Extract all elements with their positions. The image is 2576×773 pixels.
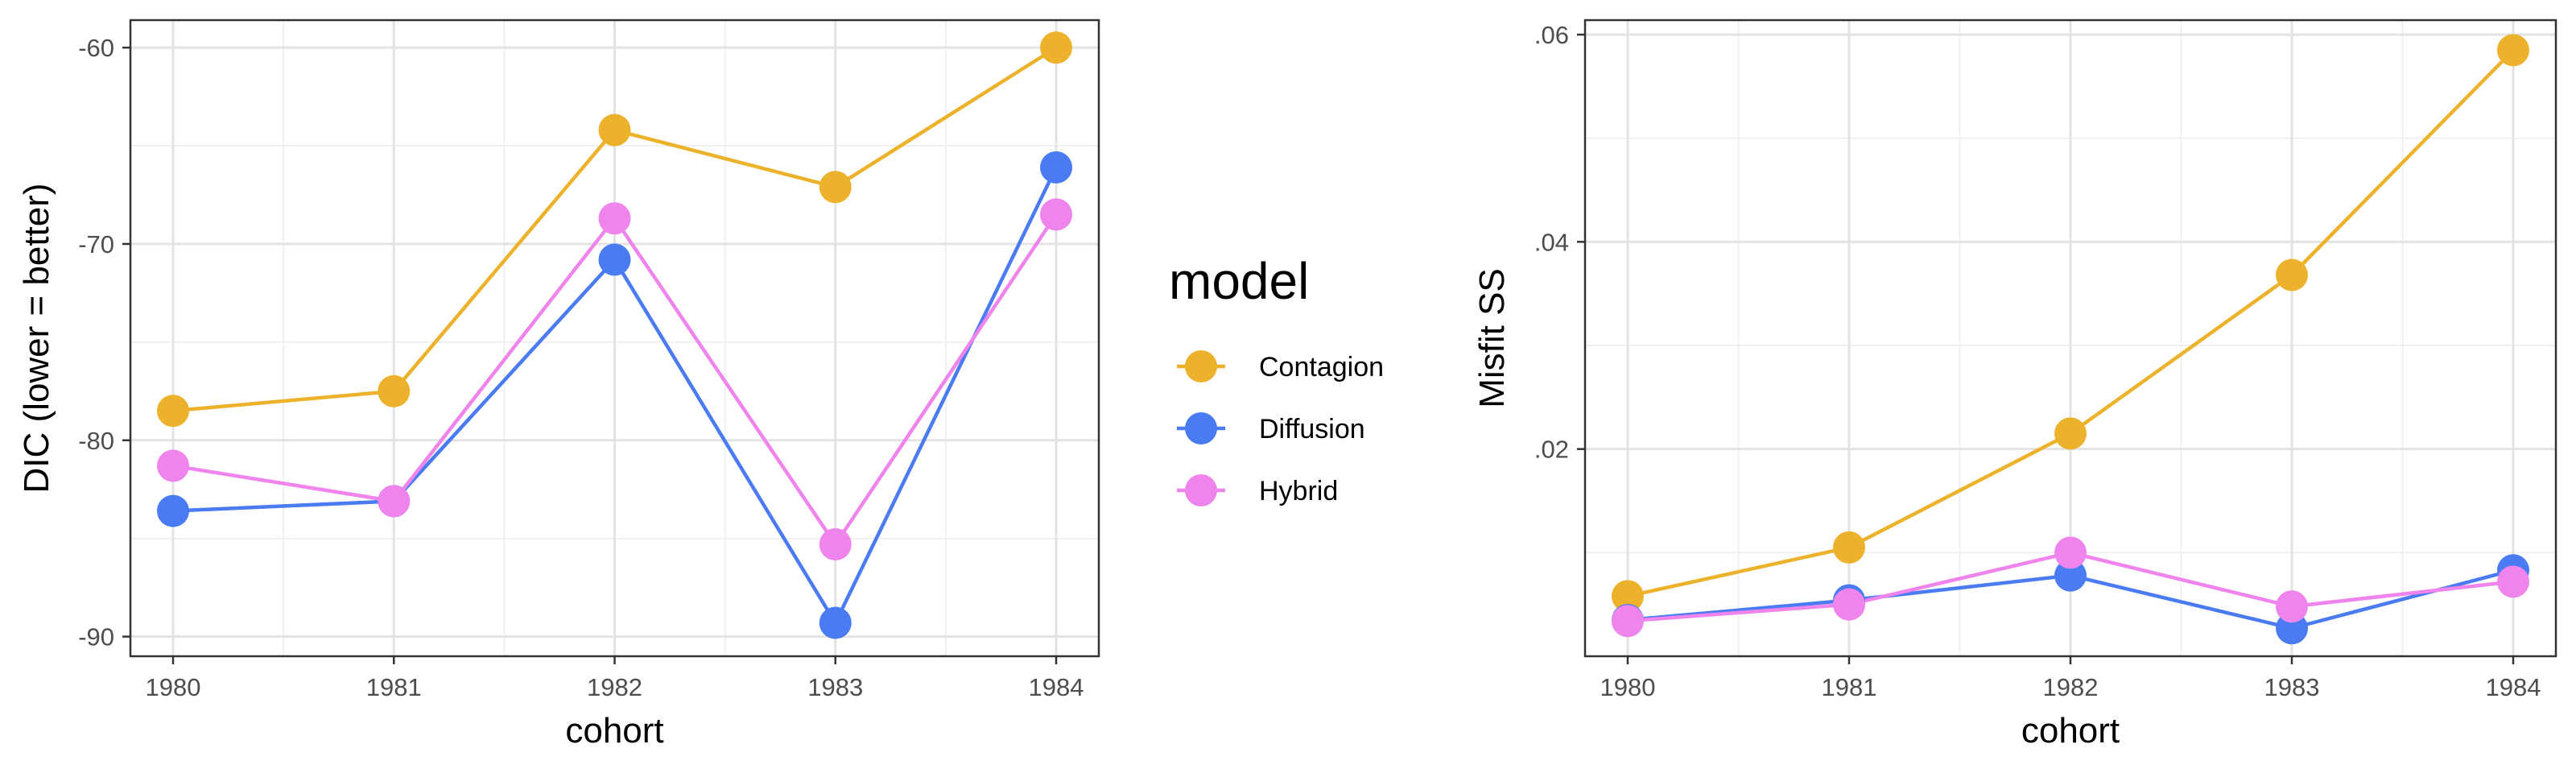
data-point-diffusion [598,243,631,276]
data-point-hybrid [157,449,189,482]
data-point-contagion [1040,31,1072,64]
y-tick-label: -90 [78,623,114,651]
y-tick-label: -70 [78,230,114,258]
y-tick-label: .02 [1534,436,1569,464]
y-tick-label: .06 [1534,21,1569,49]
x-axis-title: cohort [2021,711,2120,750]
data-point-diffusion [1040,151,1072,184]
data-point-hybrid [598,202,631,235]
legend-label: Diffusion [1259,414,1365,444]
data-point-contagion [1612,580,1644,613]
data-point-contagion [157,395,189,428]
data-point-contagion [1833,531,1865,564]
x-tick-label: 1983 [2264,673,2320,701]
x-tick-label: 1981 [366,673,422,701]
y-axis-title: Misfit SS [1472,268,1512,408]
data-point-diffusion [157,494,189,527]
x-tick-label: 1981 [1822,673,1877,701]
data-point-contagion [2054,417,2087,450]
legend: model Contagion Diffusion Hybrid [1169,252,1384,506]
data-point-contagion [598,114,631,147]
x-axis-title: cohort [565,711,663,750]
data-point-contagion [819,171,852,204]
data-point-hybrid [2276,590,2308,623]
legend-label: Hybrid [1259,476,1338,506]
y-tick-label: .04 [1534,228,1569,256]
x-tick-label: 1982 [587,673,642,701]
legend-key-point [1185,350,1217,382]
grid [130,20,1099,656]
data-point-hybrid [819,528,852,561]
data-point-diffusion [819,606,852,639]
legend-item-diffusion: Diffusion [1177,412,1365,444]
legend-key-point [1185,412,1217,444]
x-tick-label: 1983 [807,673,863,701]
x-tick-label: 1980 [1600,673,1656,701]
data-point-hybrid [2497,565,2529,598]
legend-key-point [1185,474,1217,506]
data-point-contagion [2497,34,2529,67]
x-tick-label: 1982 [2043,673,2099,701]
y-tick-label: -60 [78,34,114,62]
legend-title: model [1169,252,1309,310]
series [157,31,1072,639]
data-point-hybrid [378,485,411,518]
legend-entries: Contagion Diffusion Hybrid [1177,350,1384,506]
y-axis-title: DIC (lower = better) [17,183,56,493]
legend-label: Contagion [1259,352,1384,382]
x-tick-label: 1984 [1029,673,1084,701]
data-point-hybrid [1612,605,1644,638]
data-point-hybrid [1833,588,1865,621]
data-point-hybrid [2054,536,2087,569]
y-tick-label: -80 [78,427,114,455]
data-point-contagion [2276,258,2308,291]
series [1612,34,2529,645]
data-point-hybrid [1040,198,1072,231]
x-tick-label: 1980 [146,673,201,701]
dic-chart: 1980 1981 1982 1983 1984 -90 -80 -70 -60 cohort DI… [17,19,1100,750]
misfit-chart: 1980 1981 1982 1983 1984 .02 .04 .06 cohort Misfi… [1472,19,2557,750]
legend-item-hybrid: Hybrid [1177,474,1338,506]
data-point-diffusion [2054,559,2087,592]
x-tick-label: 1984 [2486,673,2541,701]
data-point-contagion [378,374,411,407]
legend-item-contagion: Contagion [1177,350,1384,382]
